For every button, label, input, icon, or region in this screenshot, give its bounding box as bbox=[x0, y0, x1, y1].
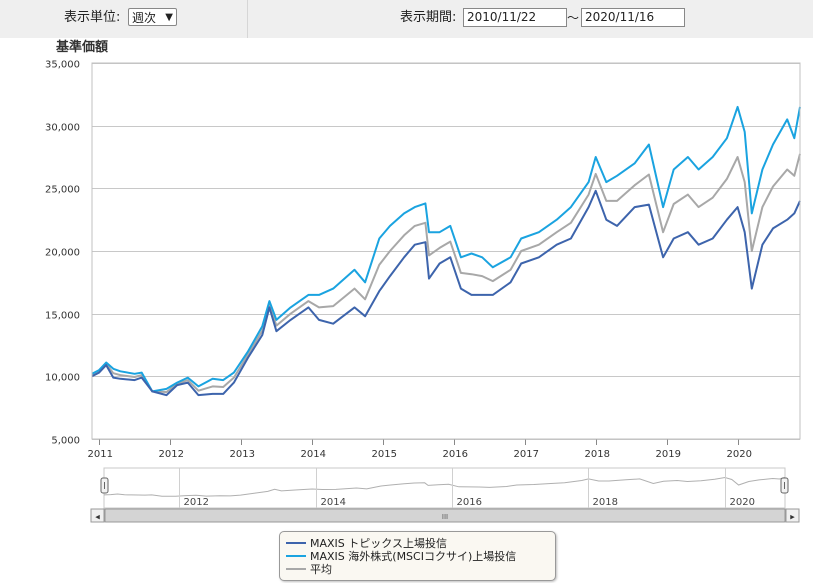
x-tick-label: 2017 bbox=[514, 449, 539, 460]
series-lines bbox=[91, 105, 801, 397]
navigator-year-ticks: 2012 2014 2016 2018 2020 bbox=[179, 468, 755, 508]
legend-label-topix: MAXIS トピックス上場投信 bbox=[310, 537, 447, 550]
x-tick-label: 2015 bbox=[372, 449, 397, 460]
chart-legend: MAXIS トピックス上場投信 MAXIS 海外株式(MSCIコクサイ)上場投信… bbox=[279, 531, 556, 581]
navigator-year-label: 2016 bbox=[457, 497, 482, 508]
end-date-input[interactable]: 2020/11/16 bbox=[581, 8, 685, 27]
y-tick-label: 10,000 bbox=[45, 373, 80, 384]
y-tick-label: 5,000 bbox=[51, 436, 80, 447]
scroll-left-button[interactable] bbox=[90, 508, 105, 523]
price-chart: 5,000 10,000 15,000 20,000 25,000 30,000 35,00… bbox=[45, 39, 801, 523]
series-line-0 bbox=[91, 189, 801, 397]
y-tick-label: 25,000 bbox=[45, 185, 80, 196]
series-line-1 bbox=[91, 105, 801, 393]
unit-panel bbox=[0, 0, 248, 38]
navigator-line bbox=[103, 476, 786, 497]
period-label: 表示期間: bbox=[400, 10, 457, 25]
arrow-left-icon: ◂ bbox=[95, 513, 100, 523]
x-tick-label: 2013 bbox=[230, 449, 255, 460]
legend-item-topix[interactable]: MAXIS トピックス上場投信 bbox=[286, 538, 447, 550]
navigator-year-label: 2012 bbox=[184, 497, 209, 508]
navigator[interactable]: 2012 2014 2016 2018 2020 ◂ III ▸ bbox=[90, 467, 800, 523]
y-axis-title: 基準価額 bbox=[55, 39, 108, 55]
x-tick-label: 2016 bbox=[443, 449, 468, 460]
x-tick-label: 2018 bbox=[585, 449, 610, 460]
legend-swatch-foreign bbox=[286, 555, 306, 557]
chevron-down-icon: ▼ bbox=[165, 12, 173, 23]
plot-area-border bbox=[91, 62, 801, 440]
legend-label-foreign: MAXIS 海外株式(MSCIコクサイ)上場投信 bbox=[310, 550, 517, 563]
unit-label: 表示単位: bbox=[64, 10, 121, 25]
y-tick-label: 35,000 bbox=[45, 60, 80, 71]
navigator-year-label: 2020 bbox=[730, 497, 755, 508]
start-date-input[interactable]: 2010/11/22 bbox=[463, 8, 567, 27]
legend-item-average[interactable]: 平均 bbox=[286, 564, 332, 576]
scrollbar-grip-icon: III bbox=[442, 513, 448, 521]
grid-lines bbox=[92, 63, 800, 440]
x-axis: 2011 2012 2013 2014 2015 2016 2017 2018 2019 2020 bbox=[88, 439, 752, 460]
y-axis: 5,000 10,000 15,000 20,000 25,000 30,000 35,00… bbox=[45, 60, 80, 447]
toolbar: 表示単位: 週次 ▼ 表示期間: 2010/11/22 〜 2020/11/16 bbox=[0, 0, 813, 38]
y-tick-label: 20,000 bbox=[45, 248, 80, 259]
unit-select[interactable]: 週次 ▼ bbox=[128, 8, 177, 26]
series-line-2 bbox=[91, 153, 801, 393]
scrollbar-thumb[interactable] bbox=[104, 508, 786, 523]
navigator-year-label: 2014 bbox=[321, 497, 346, 508]
x-tick-label: 2020 bbox=[727, 449, 752, 460]
navigator-year-label: 2018 bbox=[593, 497, 618, 508]
arrow-right-icon: ▸ bbox=[790, 513, 795, 523]
range-separator: 〜 bbox=[567, 11, 580, 25]
x-tick-label: 2019 bbox=[656, 449, 681, 460]
legend-swatch-average bbox=[286, 568, 306, 570]
x-tick-label: 2014 bbox=[301, 449, 326, 460]
y-tick-label: 15,000 bbox=[45, 311, 80, 322]
unit-select-value: 週次 bbox=[132, 11, 157, 25]
scroll-right-button[interactable] bbox=[785, 508, 800, 523]
y-tick-label: 30,000 bbox=[45, 123, 80, 134]
x-tick-label: 2012 bbox=[159, 449, 184, 460]
legend-swatch-topix bbox=[286, 542, 306, 544]
legend-label-average: 平均 bbox=[310, 563, 332, 576]
legend-item-foreign[interactable]: MAXIS 海外株式(MSCIコクサイ)上場投信 bbox=[286, 551, 516, 563]
x-tick-label: 2011 bbox=[88, 449, 113, 460]
